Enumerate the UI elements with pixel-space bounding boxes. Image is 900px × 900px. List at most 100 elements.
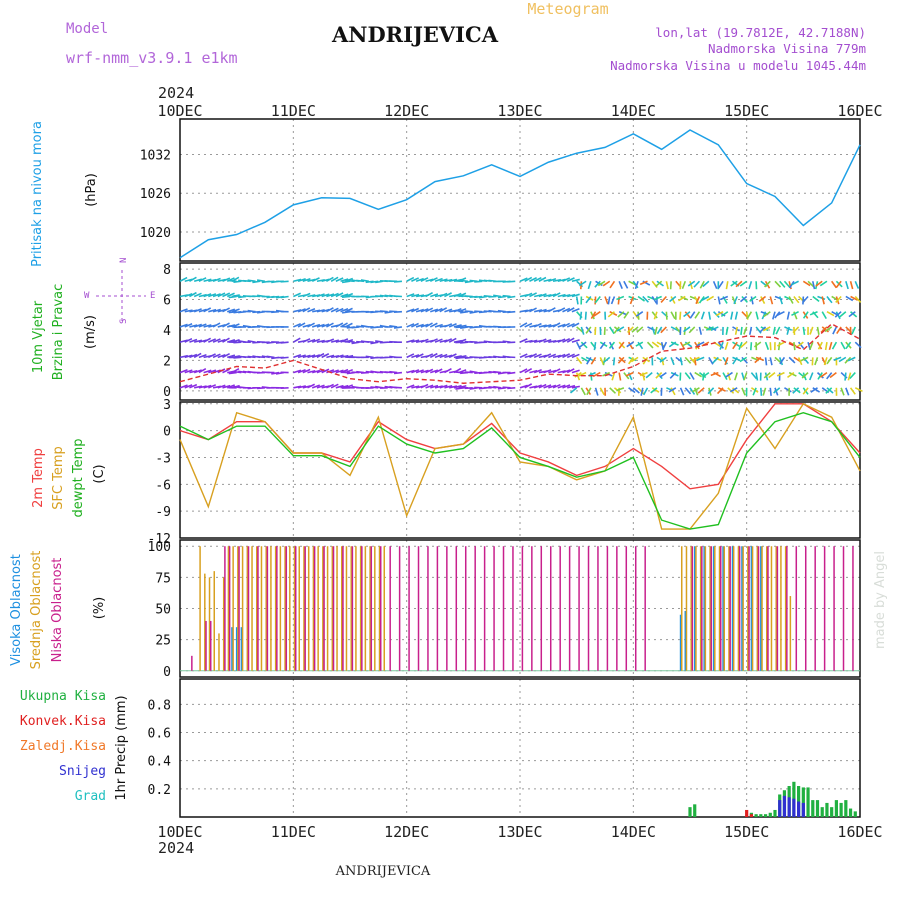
wind-arrow: [811, 281, 816, 290]
wind-arrow: [845, 387, 850, 396]
wind-arrow: [474, 295, 483, 299]
wind-arrow: [203, 384, 212, 389]
wind-arrow: [724, 357, 729, 366]
top-date-tick: 14DEC: [611, 102, 656, 120]
elevation-label: Nadmorska Visina 779m: [708, 41, 866, 56]
wind-arrow: [543, 278, 552, 283]
wind-arrow: [222, 353, 230, 359]
wind-arrow: [820, 326, 828, 333]
wind-arrow: [222, 277, 231, 283]
wind-arrow: [755, 372, 759, 381]
wind-arrow: [340, 384, 349, 389]
wind-arrow: [415, 353, 424, 359]
wind-arrow: [802, 326, 806, 335]
wind-arrow: [712, 356, 719, 364]
wind-arrow: [697, 387, 705, 394]
wind-arrow: [684, 341, 693, 348]
wind-arrow: [759, 326, 767, 333]
wind-arrow: [741, 295, 748, 303]
wind-arrow: [567, 293, 576, 298]
wind-arrow: [411, 277, 419, 282]
wind-arrow: [316, 339, 325, 343]
wind-arrow: [193, 308, 202, 313]
wind-arrow: [784, 387, 792, 393]
wind-ytick: 2: [163, 354, 171, 369]
wind-arrow: [557, 307, 566, 313]
wind-arrow: [828, 341, 833, 351]
wind-arrow: [524, 308, 533, 313]
precip-bar: [759, 814, 763, 817]
wind-arrow: [226, 292, 235, 298]
wind-arrow: [632, 280, 639, 289]
precip-bar: [787, 797, 791, 817]
wind-arrow: [669, 295, 677, 303]
wind-arrow: [654, 326, 658, 335]
precip-bar: [749, 814, 753, 817]
wind-arrow: [698, 371, 707, 379]
wind-arrow: [247, 279, 256, 283]
wind-arrow: [222, 292, 231, 298]
cloud-ytick: 100: [148, 540, 171, 555]
wind-arrow: [755, 311, 759, 320]
wind-arrow: [538, 338, 547, 343]
wind-arrow: [226, 277, 235, 282]
wind-arrow: [594, 295, 601, 304]
wind-arrow: [533, 384, 542, 389]
wind-arrow: [434, 307, 443, 313]
wind-arrow: [493, 294, 502, 298]
wind-arrow: [571, 293, 580, 298]
wind-arrow: [854, 341, 862, 349]
wind-arrow: [831, 280, 837, 289]
wind-arrow: [567, 384, 576, 389]
wind-arrow: [193, 323, 203, 328]
precip-bar: [792, 798, 796, 817]
wind-axis-title: 10m Vjetar: [31, 300, 46, 373]
wind-arrow: [571, 369, 580, 374]
temp-ytick: 0: [163, 425, 171, 440]
wind-arrow: [575, 372, 581, 381]
wind-arrow: [761, 311, 767, 320]
precip-bar: [801, 787, 805, 817]
wind-arrow: [439, 278, 448, 283]
wind-arrow: [774, 356, 782, 364]
wind-arrow: [681, 280, 687, 290]
legend-grad: Grad: [75, 789, 106, 804]
wind-arrow: [607, 296, 611, 305]
wind-arrow: [335, 292, 344, 298]
wind-arrow: [847, 356, 856, 362]
wind-arrow: [576, 356, 583, 365]
wind-arrow: [444, 354, 453, 359]
wind-arrow: [768, 371, 776, 379]
wind-arrow: [628, 356, 634, 365]
wind-arrow: [552, 368, 561, 374]
wind-arrow: [609, 387, 617, 394]
wind-arrow: [340, 278, 349, 283]
wind-arrow: [849, 281, 854, 290]
wind-arrow: [788, 296, 794, 304]
wind-arrow: [665, 281, 669, 290]
pressure-frame: [179, 118, 861, 262]
wind-arrow: [316, 293, 325, 298]
wind-arrow: [212, 353, 221, 359]
wind-arrow: [411, 293, 420, 298]
wind-arrow: [566, 353, 575, 359]
wind-arrow: [307, 308, 316, 313]
wind-arrow: [616, 295, 625, 301]
wind-arrow: [610, 296, 616, 305]
wind-arrow: [529, 353, 537, 359]
wind-arrow: [189, 353, 198, 359]
wind-arrow: [212, 338, 221, 343]
wind-arrow: [208, 308, 217, 313]
wind-arrow: [193, 352, 202, 359]
wind-arrow: [594, 387, 599, 396]
wind-arrow: [256, 279, 266, 283]
precip-bar: [820, 807, 824, 817]
wind-arrow: [646, 341, 654, 349]
wind-arrow: [850, 311, 858, 318]
wind-arrow: [529, 307, 537, 313]
wind-arrow: [678, 295, 686, 302]
wind-arrow: [312, 369, 321, 374]
wind-arrow: [831, 341, 838, 350]
wind-arrow: [749, 326, 753, 335]
wind-arrow: [739, 280, 748, 287]
